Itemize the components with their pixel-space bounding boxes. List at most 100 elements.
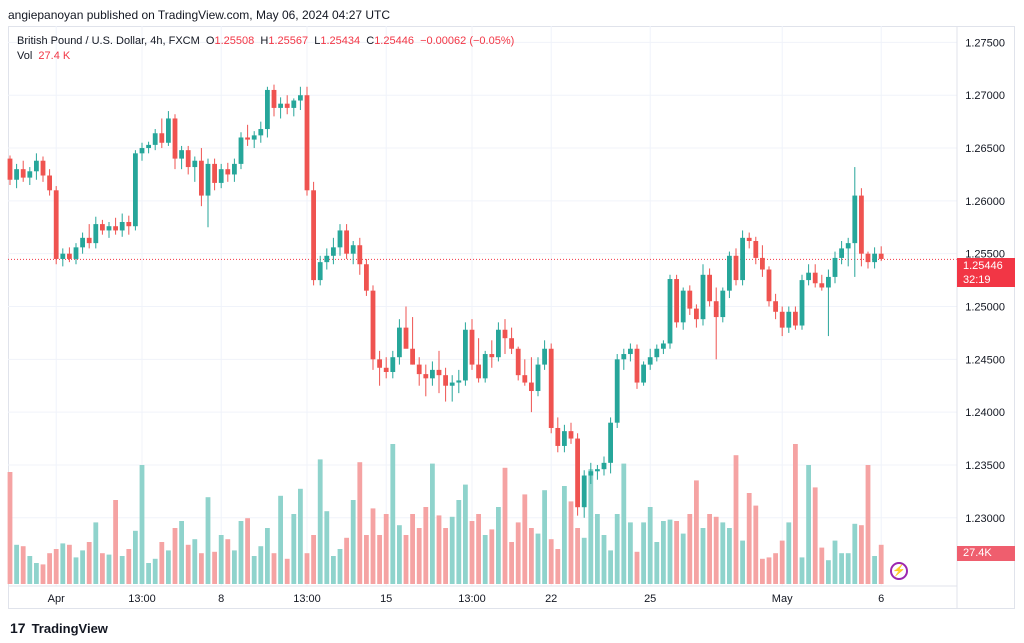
candle: [60, 248, 66, 267]
price-axis[interactable]: 1.27500 1.27000 1.26500 1.26000 1.25500 1.250…: [965, 37, 1005, 524]
time-tick-label: 25: [644, 593, 656, 605]
candle-body: [106, 226, 112, 231]
candle-body: [760, 257, 765, 270]
volume-bar: [40, 564, 46, 584]
candle-body: [304, 95, 310, 191]
candle: [548, 343, 554, 434]
tradingview-logo-icon: 17: [10, 620, 26, 636]
candle-body: [245, 137, 250, 140]
volume-bar: [535, 533, 541, 584]
candle-body: [284, 103, 290, 108]
lightning-alert-icon[interactable]: ⚡: [890, 562, 908, 580]
candle: [779, 306, 785, 337]
volume-bar: [218, 535, 224, 584]
grid-lines: [8, 26, 957, 586]
volume-bar: [146, 563, 151, 584]
symbol-title: British Pound / U.S. Dollar, 4h, FXCM: [17, 35, 200, 47]
candle: [812, 264, 818, 288]
candle: [278, 97, 283, 119]
candle-body: [357, 245, 363, 265]
volume-bar: [463, 484, 468, 584]
candle: [238, 132, 244, 170]
brand-name: TradingView: [31, 620, 108, 636]
candle: [826, 269, 831, 337]
candle: [727, 251, 732, 299]
candle: [403, 306, 409, 349]
volume-bar: [859, 525, 864, 584]
candle: [357, 237, 363, 275]
candle: [383, 357, 389, 379]
candle-body: [126, 221, 132, 227]
candle: [700, 264, 706, 326]
tradingview-footer[interactable]: 17 TradingView: [10, 620, 108, 636]
candle: [172, 114, 178, 170]
chart-frame[interactable]: [8, 26, 1015, 609]
candle-body: [232, 163, 237, 175]
candle-body: [806, 272, 811, 281]
volume-bar: [740, 540, 745, 584]
candle-body: [859, 195, 864, 254]
candle: [515, 346, 521, 381]
candle: [878, 246, 884, 262]
candle-body: [502, 329, 508, 339]
volume-bar: [238, 521, 244, 584]
candle-body: [872, 253, 877, 263]
candle: [595, 464, 600, 480]
volume-bar: [331, 556, 336, 584]
volume-bar: [852, 523, 858, 584]
volume-bar: [172, 528, 178, 584]
candle-body: [146, 144, 151, 149]
candle-body: [449, 382, 455, 386]
candle-body: [753, 241, 759, 258]
time-tick-label: 22: [545, 593, 557, 605]
volume-bar: [872, 556, 877, 584]
candle-body: [34, 160, 39, 172]
candle: [436, 350, 442, 394]
candle: [47, 169, 52, 196]
candle-body: [152, 133, 158, 145]
candle-body: [192, 160, 198, 168]
volume-bar: [628, 522, 633, 584]
volume-bar: [317, 459, 323, 584]
open-label: O: [205, 35, 215, 47]
volume-bar: [806, 465, 811, 584]
candle: [634, 344, 640, 389]
candle: [786, 306, 792, 333]
candle-body: [139, 148, 145, 154]
time-axis[interactable]: Apr 13:00 8 13:00 15 13:00 22 25 May 6: [48, 593, 885, 605]
candle: [179, 145, 184, 170]
current-price-value: 1.25446: [963, 260, 1003, 272]
volume-bar: [298, 488, 303, 584]
candle-body: [397, 327, 402, 358]
candle: [106, 221, 112, 238]
candle: [7, 155, 13, 186]
volume-bar: [337, 549, 343, 584]
candle-body: [172, 118, 178, 159]
candle-body: [535, 364, 541, 392]
volume-bar: [133, 530, 138, 584]
candle-body: [562, 431, 567, 446]
volume-bar: [278, 495, 283, 584]
candle: [284, 95, 290, 115]
volume-bar: [700, 528, 706, 584]
candle: [133, 150, 138, 231]
volume-bar: [654, 542, 660, 584]
volume-bar: [403, 535, 409, 584]
candle: [271, 84, 277, 117]
time-tick-label: 13:00: [293, 593, 321, 605]
candle-body: [443, 375, 448, 386]
candle-body: [489, 354, 495, 358]
candle-body: [601, 462, 607, 470]
volume-bar: [311, 535, 316, 584]
volume-bar: [47, 553, 52, 584]
candle-body: [779, 311, 785, 328]
candle: [588, 462, 594, 484]
volume-bar: [562, 486, 567, 584]
volume-bar: [416, 528, 422, 584]
candle-body: [733, 255, 739, 281]
candle: [608, 417, 613, 474]
volume-bar: [581, 537, 587, 584]
candle: [832, 251, 838, 284]
volume-bar: [832, 540, 838, 584]
